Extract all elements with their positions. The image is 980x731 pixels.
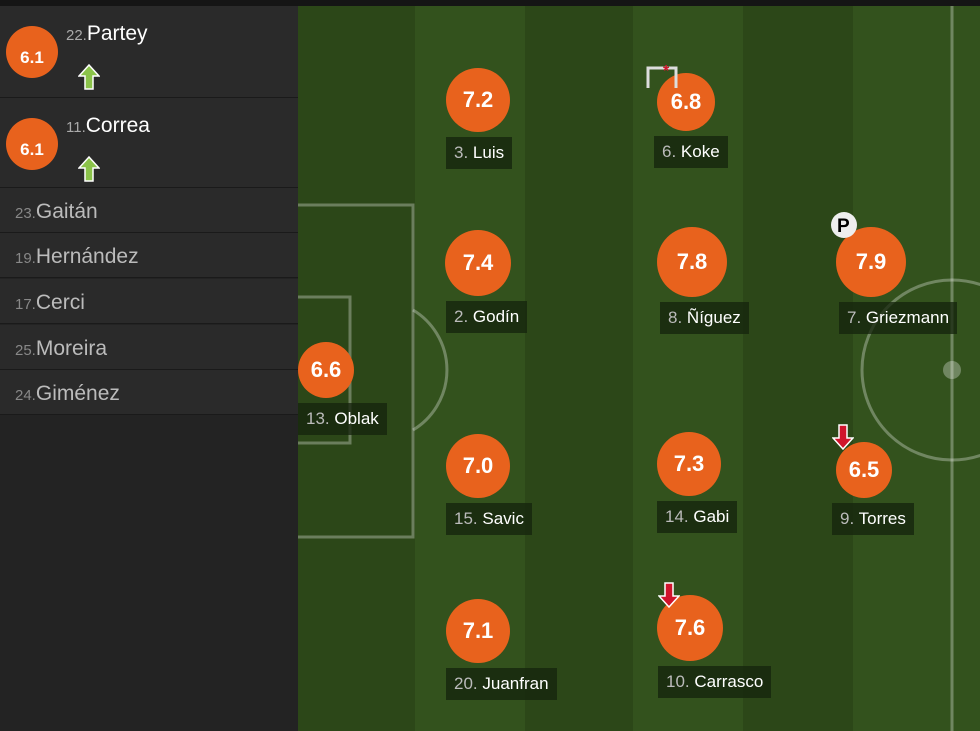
rating-badge: 6.5 (836, 442, 892, 498)
player-number: 3. (454, 143, 469, 162)
player-name: Hernández (35, 245, 139, 268)
player-label: 13. Oblak (298, 403, 387, 435)
player-label: 20. Juanfran (446, 668, 557, 700)
corner-flag-icon: * (646, 63, 680, 95)
rating-badge: 7.4 (445, 230, 511, 296)
sub-out-arrow-icon (831, 424, 855, 455)
player-number: 22. (66, 27, 87, 44)
arrow-up-icon (78, 64, 100, 90)
player-name: Giménez (35, 382, 120, 405)
player-label: 15. Savic (446, 503, 532, 535)
player-name: Gaitán (35, 200, 98, 223)
player-number: 11. (66, 119, 86, 136)
player-name: Luis (472, 143, 505, 162)
player-name: Gabi (693, 507, 730, 526)
player-label: 9. Torres (832, 503, 914, 535)
svg-text:P: P (837, 216, 850, 237)
player-name: Cerci (35, 291, 85, 314)
player-name: Correa (85, 114, 150, 137)
player-number: 20. (454, 674, 478, 693)
player-number: 25. (15, 342, 36, 359)
substitute-in-item[interactable]: 6.1 11.Correa (0, 98, 298, 188)
pitch: 7.2 3. Luis 6.8 6. Koke * 7.4 2. Godín 7.8 8… (298, 0, 980, 731)
bench-item[interactable]: 19.Hernández (0, 233, 298, 278)
player-name: Partey (86, 22, 148, 45)
player-name: Ñíguez (686, 308, 741, 327)
rating-badge: 6.8 (657, 73, 715, 131)
player-name: Griezmann (865, 308, 950, 327)
player-number: 13. (306, 409, 330, 428)
rating-badge: 6.1 (6, 26, 58, 78)
rating-badge: 7.1 (446, 599, 510, 663)
player-number: 10. (666, 672, 690, 691)
bench-item[interactable]: 24.Giménez (0, 370, 298, 415)
rating-badge: 7.2 (446, 68, 510, 132)
bench-item[interactable]: 25.Moreira (0, 325, 298, 370)
player-number: 2. (454, 307, 469, 326)
player-name: Savic (482, 509, 524, 528)
player-name: Godín (472, 307, 520, 326)
sub-out-arrow-icon (657, 582, 681, 613)
pitch-stripe (853, 0, 980, 731)
player-number: 8. (668, 308, 683, 327)
pitch-stripe (525, 0, 633, 731)
player-label: 8. Ñíguez (660, 302, 749, 334)
player-name: Juanfran (482, 674, 549, 693)
penalty-ball-icon: P (829, 210, 859, 245)
player-label: 6. Koke (654, 136, 728, 168)
bench-item[interactable]: 17.Cerci (0, 279, 298, 324)
player-number: 23. (15, 205, 36, 222)
player-number: 14. (665, 507, 689, 526)
top-bar (0, 0, 980, 6)
rating-badge: 6.6 (298, 342, 354, 398)
arrow-up-icon (78, 156, 100, 182)
rating-badge: 7.0 (446, 434, 510, 498)
player-label: 7. Griezmann (839, 302, 958, 334)
pitch-lines (298, 0, 980, 731)
player-name: Carrasco (694, 672, 764, 691)
substitute-in-item[interactable]: 6.1 22.Partey (0, 6, 298, 98)
player-label: 3. Luis (446, 137, 513, 169)
player-number: 15. (454, 509, 478, 528)
pitch-stripe (743, 0, 853, 731)
rating-badge: 7.3 (657, 432, 721, 496)
rating-badge: 7.9 (836, 227, 906, 297)
bench-item[interactable]: 23.Gaitán (0, 188, 298, 233)
player-name: Moreira (35, 337, 108, 360)
player-name: Oblak (334, 409, 379, 428)
rating-badge: 6.1 (6, 118, 58, 170)
player-name: Torres (858, 509, 906, 528)
player-number: 9. (840, 509, 855, 528)
svg-text:*: * (663, 64, 670, 80)
player-number: 6. (662, 142, 677, 161)
player-name: Koke (680, 142, 720, 161)
rating-badge: 7.8 (657, 227, 727, 297)
player-label: 2. Godín (446, 301, 528, 333)
player-number: 7. (847, 308, 862, 327)
player-number: 19. (15, 250, 36, 267)
player-label: 10. Carrasco (658, 666, 772, 698)
player-number: 24. (15, 387, 36, 404)
substitutes-panel: 6.1 22.Partey 6.1 11.Correa 23.Gaitán 19… (0, 0, 298, 731)
player-label: 14. Gabi (657, 501, 738, 533)
player-number: 17. (15, 296, 36, 313)
